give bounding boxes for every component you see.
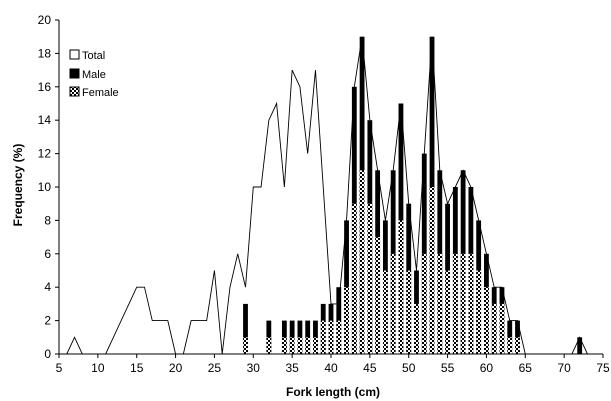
total-series-line [66, 36, 588, 355]
female-bar [406, 270, 412, 354]
bars-layer [243, 36, 583, 355]
female-bar [421, 253, 427, 354]
female-bar [499, 303, 505, 354]
female-bar [445, 270, 450, 354]
y-tick-label: 4 [44, 280, 51, 294]
y-tick-label: 6 [44, 247, 51, 261]
x-tick-label: 65 [519, 361, 533, 375]
female-bar [313, 337, 318, 354]
female-bar [243, 337, 248, 354]
x-tick-label: 40 [324, 361, 338, 375]
legend-label-male: Male [82, 69, 106, 81]
legend-label-total: Total [82, 50, 105, 62]
female-bar [344, 287, 349, 354]
female-bar [507, 337, 513, 354]
female-bar [367, 203, 373, 354]
x-tick-label: 60 [480, 361, 494, 375]
x-tick-label: 30 [247, 361, 261, 375]
female-bar [491, 303, 497, 354]
female-bar [281, 337, 287, 354]
female-bar [515, 337, 520, 354]
female-bar [429, 187, 435, 354]
female-bar [452, 253, 458, 354]
x-tick-label: 55 [441, 361, 455, 375]
female-bar [297, 337, 303, 354]
female-bar [460, 253, 466, 354]
female-bar [351, 203, 357, 354]
legend: Total Male Female [69, 49, 119, 99]
x-tick-label: 5 [56, 361, 63, 375]
x-tick-label: 70 [557, 361, 571, 375]
female-bar [437, 253, 443, 354]
female-bar [336, 320, 342, 354]
y-tick-label: 8 [44, 213, 51, 227]
x-tick-label: 15 [130, 361, 144, 375]
female-bar [382, 270, 388, 354]
x-axis-ticks: 5 10 15 20 25 30 35 40 45 50 55 60 65 70 75 [56, 354, 610, 375]
female-bar [468, 253, 474, 354]
y-axis-ticks: 0 2 4 6 8 10 12 14 16 18 20 [38, 13, 59, 361]
legend-swatch-total [69, 49, 80, 60]
y-tick-label: 16 [38, 80, 52, 94]
y-tick-label: 12 [38, 147, 52, 161]
x-tick-label: 10 [91, 361, 105, 375]
female-bar [305, 337, 311, 354]
y-tick-label: 14 [38, 113, 52, 127]
y-tick-label: 18 [38, 46, 52, 60]
y-tick-label: 0 [44, 347, 51, 361]
female-bar [390, 253, 396, 354]
female-bar [328, 320, 334, 354]
x-tick-label: 50 [402, 361, 416, 375]
male-bar [243, 303, 248, 354]
female-bar [414, 303, 419, 354]
legend-swatch-female [69, 86, 80, 97]
female-bar [266, 337, 272, 354]
female-bar [375, 237, 381, 354]
y-tick-label: 2 [44, 314, 51, 328]
legend-swatch-male [69, 68, 80, 79]
female-bar [320, 320, 326, 354]
female-bar [398, 220, 404, 354]
male-bar [577, 337, 583, 354]
x-tick-label: 35 [285, 361, 299, 375]
y-tick-label: 10 [38, 180, 52, 194]
x-tick-label: 25 [208, 361, 222, 375]
x-tick-label: 20 [169, 361, 183, 375]
x-tick-label: 75 [596, 361, 610, 375]
y-axis-title: Frequency (%) [11, 144, 25, 227]
female-bar [484, 287, 489, 354]
female-bar [476, 270, 482, 354]
x-axis-title: Fork length (cm) [286, 385, 380, 399]
legend-label-female: Female [82, 87, 119, 99]
x-tick-label: 45 [363, 361, 377, 375]
female-bar [289, 337, 295, 354]
y-tick-label: 20 [38, 13, 52, 27]
total-line-layer [66, 36, 588, 355]
female-bar [359, 170, 365, 354]
